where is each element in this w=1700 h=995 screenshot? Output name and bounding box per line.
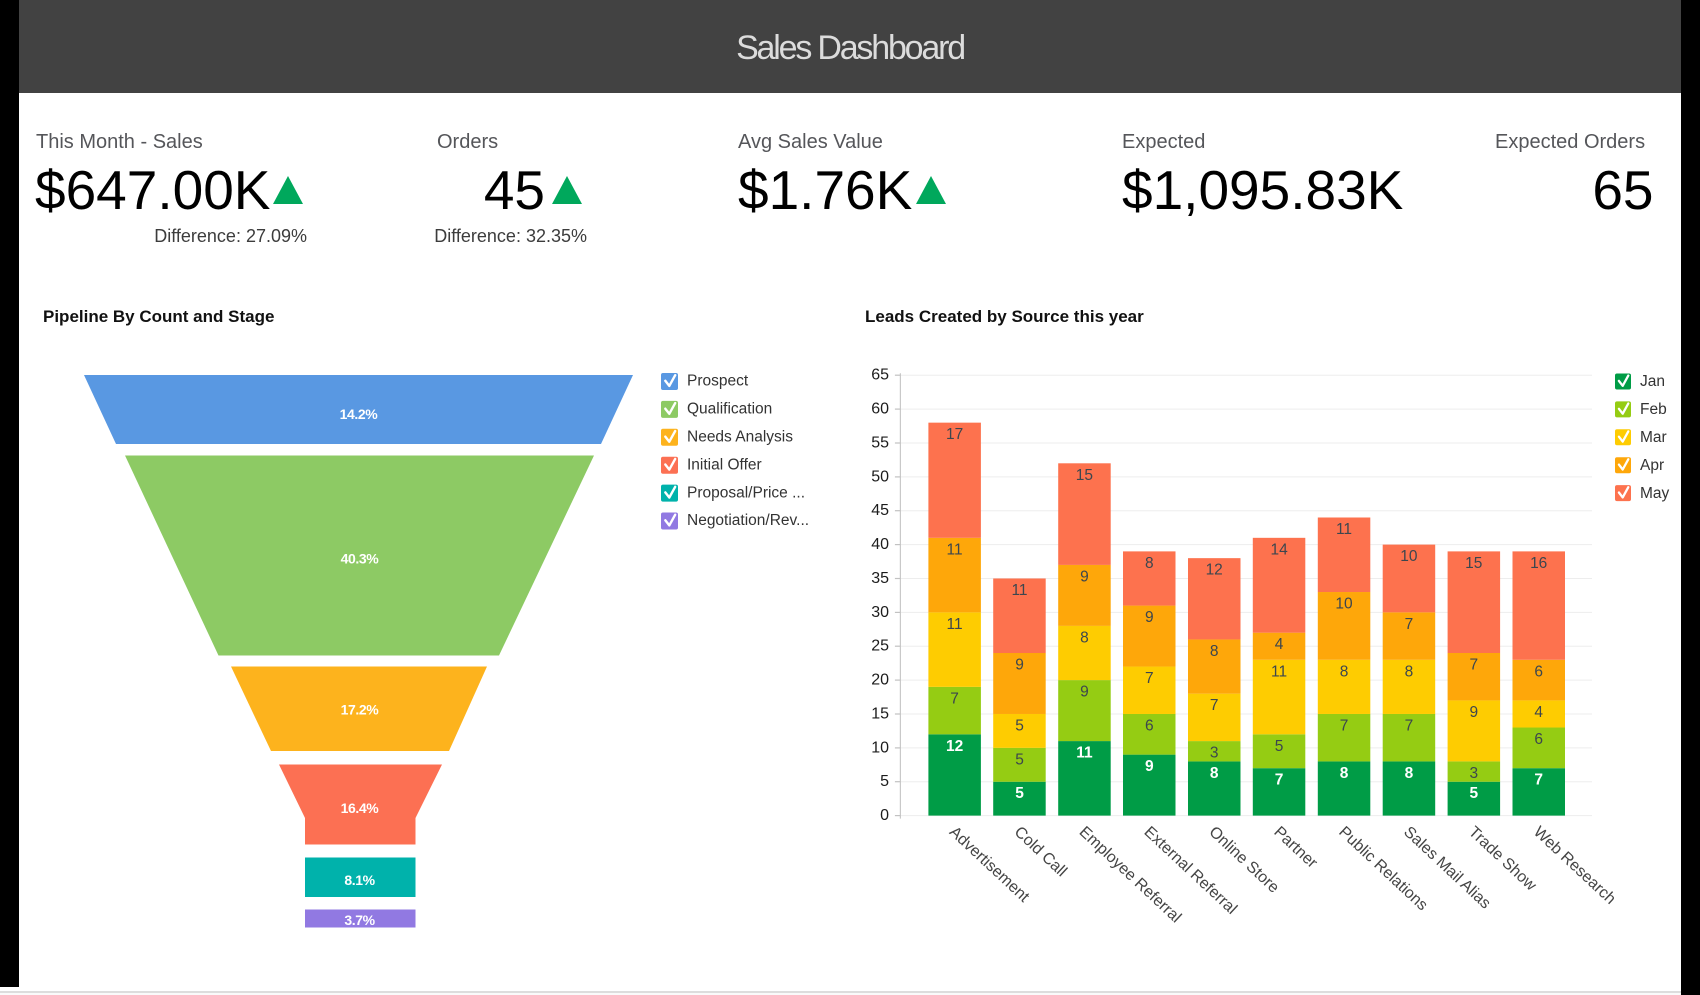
svg-text:8: 8 bbox=[1210, 765, 1219, 782]
svg-text:Feb: Feb bbox=[1640, 401, 1667, 418]
svg-text:30: 30 bbox=[871, 604, 889, 621]
svg-text:9: 9 bbox=[1469, 704, 1478, 721]
svg-text:50: 50 bbox=[871, 468, 889, 485]
svg-text:Prospect: Prospect bbox=[687, 373, 749, 390]
svg-text:5: 5 bbox=[1275, 738, 1284, 755]
svg-text:6: 6 bbox=[1145, 718, 1154, 735]
svg-text:Cold Call: Cold Call bbox=[1011, 823, 1070, 880]
svg-text:40.3%: 40.3% bbox=[341, 551, 380, 567]
svg-text:8: 8 bbox=[1405, 765, 1414, 782]
svg-text:14.2%: 14.2% bbox=[340, 406, 379, 422]
svg-text:65: 65 bbox=[871, 367, 889, 384]
svg-text:55: 55 bbox=[871, 435, 889, 452]
svg-text:45: 45 bbox=[871, 502, 889, 519]
svg-text:Apr: Apr bbox=[1640, 457, 1664, 474]
svg-text:7: 7 bbox=[950, 690, 959, 707]
svg-text:11: 11 bbox=[1271, 663, 1287, 680]
svg-text:25: 25 bbox=[871, 638, 889, 655]
svg-text:35: 35 bbox=[871, 570, 889, 587]
svg-text:8: 8 bbox=[1405, 663, 1414, 680]
svg-text:Initial Offer: Initial Offer bbox=[687, 456, 762, 473]
svg-text:11: 11 bbox=[1336, 521, 1352, 538]
svg-text:Negotiation/Rev...: Negotiation/Rev... bbox=[687, 512, 809, 529]
svg-text:9: 9 bbox=[1080, 684, 1089, 701]
svg-text:5: 5 bbox=[1015, 785, 1024, 802]
svg-text:Jan: Jan bbox=[1640, 373, 1665, 390]
svg-text:6: 6 bbox=[1534, 731, 1543, 748]
svg-text:8: 8 bbox=[1340, 663, 1349, 680]
svg-text:5: 5 bbox=[1469, 785, 1478, 802]
svg-text:5: 5 bbox=[1015, 718, 1024, 735]
svg-text:11: 11 bbox=[947, 541, 963, 558]
svg-text:15: 15 bbox=[1465, 555, 1482, 572]
svg-text:15: 15 bbox=[871, 706, 889, 723]
svg-text:12: 12 bbox=[1206, 562, 1223, 579]
svg-text:Proposal/Price ...: Proposal/Price ... bbox=[687, 484, 805, 501]
svg-text:Needs Analysis: Needs Analysis bbox=[687, 429, 793, 446]
svg-text:11: 11 bbox=[1076, 745, 1093, 762]
svg-text:10: 10 bbox=[1335, 596, 1353, 613]
svg-text:7: 7 bbox=[1145, 670, 1154, 687]
svg-text:5: 5 bbox=[1015, 751, 1024, 768]
svg-text:9: 9 bbox=[1080, 568, 1089, 585]
svg-text:7: 7 bbox=[1275, 772, 1284, 789]
svg-text:6: 6 bbox=[1534, 663, 1543, 680]
svg-text:14: 14 bbox=[1270, 541, 1288, 558]
svg-text:8: 8 bbox=[1210, 643, 1219, 660]
svg-text:16.4%: 16.4% bbox=[341, 800, 380, 816]
svg-text:7: 7 bbox=[1469, 657, 1478, 674]
svg-text:10: 10 bbox=[1400, 548, 1418, 565]
svg-text:8: 8 bbox=[1340, 765, 1349, 782]
svg-text:7: 7 bbox=[1210, 697, 1219, 714]
svg-text:8.1%: 8.1% bbox=[344, 872, 375, 888]
svg-text:7: 7 bbox=[1534, 772, 1543, 789]
svg-text:4: 4 bbox=[1275, 636, 1284, 653]
svg-text:7: 7 bbox=[1340, 718, 1349, 735]
svg-text:Qualification: Qualification bbox=[687, 401, 772, 418]
svg-text:40: 40 bbox=[871, 536, 889, 553]
svg-text:8: 8 bbox=[1145, 555, 1154, 572]
svg-text:16: 16 bbox=[1530, 555, 1547, 572]
svg-text:9: 9 bbox=[1145, 758, 1154, 775]
svg-text:3.7%: 3.7% bbox=[344, 912, 375, 928]
svg-text:17: 17 bbox=[946, 426, 963, 443]
svg-text:Mar: Mar bbox=[1640, 429, 1667, 446]
svg-text:60: 60 bbox=[871, 401, 889, 418]
svg-text:9: 9 bbox=[1015, 657, 1024, 674]
svg-text:3: 3 bbox=[1469, 765, 1478, 782]
svg-text:Partner: Partner bbox=[1270, 823, 1320, 872]
svg-text:11: 11 bbox=[947, 616, 963, 633]
svg-text:5: 5 bbox=[880, 773, 889, 790]
svg-text:3: 3 bbox=[1210, 745, 1219, 762]
svg-text:10: 10 bbox=[871, 739, 889, 756]
svg-text:17.2%: 17.2% bbox=[341, 702, 380, 718]
svg-text:7: 7 bbox=[1405, 616, 1414, 633]
svg-text:4: 4 bbox=[1534, 704, 1543, 721]
svg-text:12: 12 bbox=[946, 738, 963, 755]
svg-text:0: 0 bbox=[880, 807, 889, 824]
svg-text:9: 9 bbox=[1145, 609, 1154, 626]
svg-text:20: 20 bbox=[871, 672, 889, 689]
svg-text:Web Research: Web Research bbox=[1530, 823, 1619, 907]
svg-text:8: 8 bbox=[1080, 629, 1089, 646]
svg-text:15: 15 bbox=[1076, 467, 1093, 484]
svg-text:11: 11 bbox=[1011, 582, 1027, 599]
svg-text:7: 7 bbox=[1405, 718, 1414, 735]
svg-text:May: May bbox=[1640, 485, 1670, 502]
